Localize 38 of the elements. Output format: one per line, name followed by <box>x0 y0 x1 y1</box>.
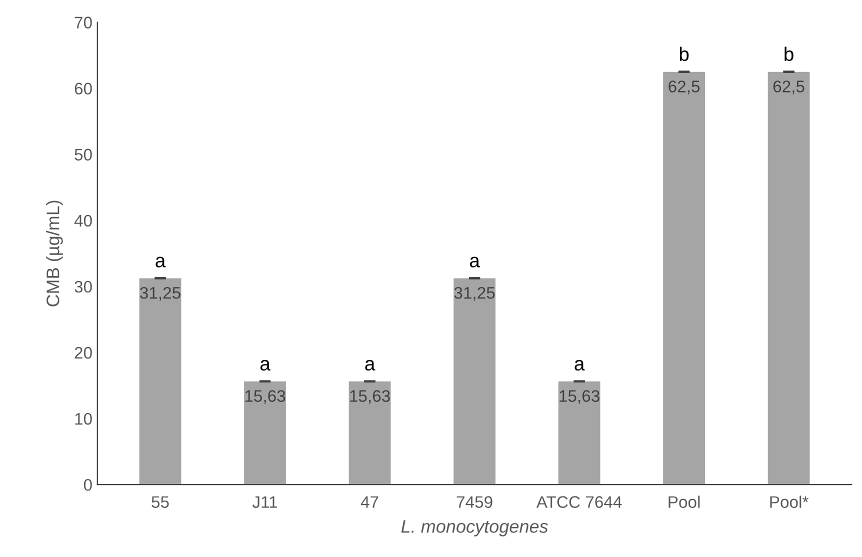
x-tick-label: ATCC 7644 <box>536 496 622 508</box>
data-label: 15,63 <box>245 390 286 404</box>
x-tick-label: 47 <box>360 496 378 508</box>
y-tick-label: 40 <box>74 214 92 227</box>
y-tick-label: 10 <box>75 412 92 425</box>
bar <box>454 278 496 485</box>
annotation: a <box>365 360 376 371</box>
data-label: 62,5 <box>668 80 700 94</box>
x-tick-label: 55 <box>152 496 169 508</box>
x-tick-label: J11 <box>252 496 278 508</box>
x-axis-title: L. monocytogenes <box>401 520 548 536</box>
y-tick-label: 60 <box>74 82 92 95</box>
annotation: a <box>156 256 166 268</box>
annotation: a <box>260 360 270 371</box>
data-label: 31,25 <box>454 286 495 301</box>
annotation: b <box>784 46 794 62</box>
data-label: 15,63 <box>560 390 600 404</box>
y-tick-label: 20 <box>74 346 92 359</box>
y-tick-label: 30 <box>74 280 92 293</box>
bar <box>139 278 182 485</box>
bar <box>768 72 810 485</box>
y-tick-label: 50 <box>74 148 92 161</box>
y-tick-label: 70 <box>74 16 92 28</box>
annotation: a <box>470 256 480 268</box>
bar <box>244 381 286 485</box>
x-tick-label: Pool* <box>770 496 808 508</box>
bar <box>663 72 705 485</box>
x-tick-label: 7459 <box>456 496 492 508</box>
annotation: b <box>680 46 689 62</box>
data-label: 62,5 <box>773 80 804 94</box>
bar <box>558 381 600 485</box>
bar <box>348 381 391 485</box>
x-tick-label: Pool <box>668 496 700 508</box>
data-label: 15,63 <box>350 390 390 404</box>
y-axis-title: CMB (µg/mL) <box>46 200 63 306</box>
annotation: a <box>574 360 585 371</box>
data-label: 31,25 <box>140 286 180 301</box>
y-tick-label: 0 <box>84 478 92 491</box>
